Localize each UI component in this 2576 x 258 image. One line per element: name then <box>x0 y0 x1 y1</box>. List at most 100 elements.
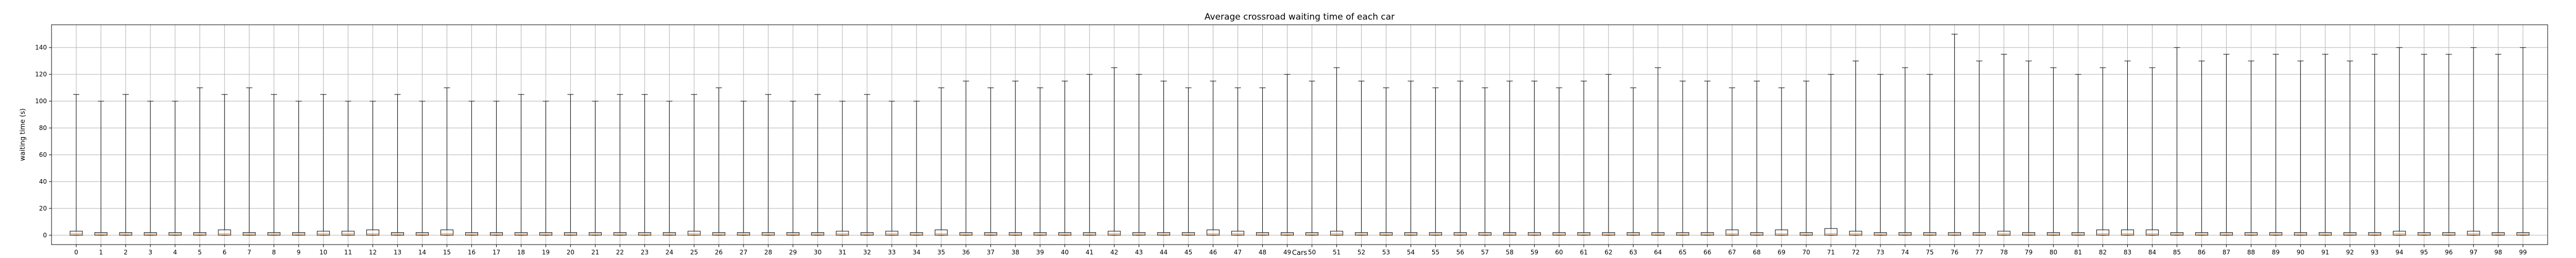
x-tick-label: 47 <box>1234 249 1242 256</box>
iqr-box <box>2145 229 2159 236</box>
x-tick-label: 10 <box>319 249 327 256</box>
iqr-box <box>1725 229 1739 236</box>
x-tick-label: 36 <box>962 249 970 256</box>
box-group <box>1948 34 1961 236</box>
x-tick-label: 68 <box>1753 249 1760 256</box>
box-group <box>1453 80 1467 236</box>
iqr-box <box>342 231 355 236</box>
x-tick-label: 48 <box>1259 249 1266 256</box>
box-group <box>1256 87 1269 236</box>
x-tick-label: 3 <box>148 249 152 256</box>
x-tick-label: 29 <box>789 249 796 256</box>
x-tick-label: 74 <box>1901 249 1909 256</box>
x-tick-label: 24 <box>666 249 673 256</box>
box-group <box>2072 74 2085 236</box>
box-group <box>935 87 948 236</box>
box-group <box>2170 47 2183 236</box>
iqr-box <box>1824 228 1838 236</box>
box-group <box>2195 60 2208 236</box>
box-group <box>317 94 330 236</box>
x-tick-label: 98 <box>2494 249 2502 256</box>
box-group <box>144 101 157 236</box>
iqr-box <box>2393 231 2406 236</box>
box-group <box>564 94 577 236</box>
x-tick-label: 1 <box>99 249 103 256</box>
box-group <box>94 101 108 236</box>
x-tick-label: 18 <box>517 249 525 256</box>
box-group <box>2022 60 2036 236</box>
box-group <box>1602 74 1615 236</box>
x-tick-label: 95 <box>2420 249 2428 256</box>
iqr-box <box>1108 231 1121 236</box>
x-tick-label: 46 <box>1209 249 1217 256</box>
x-tick-label: 50 <box>1308 249 1316 256</box>
box-group <box>366 101 380 236</box>
x-tick-label: 82 <box>2099 249 2107 256</box>
box-group <box>2442 54 2455 236</box>
iqr-box <box>1775 229 1788 236</box>
box-group <box>1009 80 1022 236</box>
x-tick-label: 0 <box>74 249 78 256</box>
box-group <box>1676 80 1689 236</box>
box-group <box>342 101 355 236</box>
box-group <box>836 101 849 236</box>
x-tick-label: 84 <box>2148 249 2156 256</box>
box-group <box>712 87 725 236</box>
x-tick-label: 80 <box>2049 249 2057 256</box>
box-group <box>2269 54 2282 236</box>
x-tick-label: 27 <box>740 249 748 256</box>
x-tick-label: 75 <box>1926 249 1934 256</box>
x-tick-label: 42 <box>1110 249 1118 256</box>
x-tick-label: 77 <box>1975 249 1983 256</box>
x-tick-label: 89 <box>2272 249 2280 256</box>
iqr-box <box>1231 231 1245 236</box>
x-tick-label: 92 <box>2346 249 2354 256</box>
x-tick-label: 16 <box>468 249 476 256</box>
x-tick-label: 90 <box>2297 249 2304 256</box>
box-group <box>1577 80 1590 236</box>
box-group <box>1231 87 1245 236</box>
y-tick-label: 140 <box>35 44 47 51</box>
x-tick-label: 39 <box>1036 249 1044 256</box>
box-group <box>1997 54 2011 236</box>
x-tick-label: 54 <box>1407 249 1415 256</box>
box-group <box>391 94 404 236</box>
iqr-box <box>1207 229 1220 236</box>
x-tick-label: 44 <box>1160 249 1167 256</box>
box-group <box>2368 54 2381 236</box>
y-tick-label: 100 <box>35 98 47 105</box>
iqr-box <box>935 229 948 236</box>
box-group <box>1429 87 1442 236</box>
x-tick-label: 20 <box>567 249 574 256</box>
chart-title: Average crossroad waiting time of each c… <box>1205 12 1395 22</box>
x-tick-label: 23 <box>641 249 649 256</box>
box-group <box>1404 80 1417 236</box>
box-group <box>1973 60 1986 236</box>
iqr-box <box>885 231 899 236</box>
x-tick-label: 62 <box>1604 249 1612 256</box>
iqr-box <box>2467 231 2480 236</box>
y-tick-label: 120 <box>35 71 47 78</box>
box-group <box>440 87 454 236</box>
box-group <box>193 87 207 236</box>
box-group <box>811 94 824 236</box>
x-tick-label: 63 <box>1629 249 1637 256</box>
box-group <box>514 94 528 236</box>
iqr-box <box>687 231 701 236</box>
box-group <box>786 101 800 236</box>
box-group <box>2343 60 2357 236</box>
box-group <box>860 94 874 236</box>
x-tick-label: 49 <box>1283 249 1291 256</box>
x-tick-label: 31 <box>838 249 846 256</box>
box-group <box>1750 80 1764 236</box>
box-group <box>1281 74 1294 236</box>
box-group <box>243 87 256 236</box>
x-tick-label: 66 <box>1703 249 1711 256</box>
box-group <box>2145 67 2159 236</box>
x-tick-label: 85 <box>2173 249 2181 256</box>
x-tick-label: 6 <box>223 249 227 256</box>
x-tick-label: 81 <box>2074 249 2082 256</box>
x-tick-label: 55 <box>1432 249 1439 256</box>
x-tick-label: 45 <box>1184 249 1192 256</box>
box-group <box>1701 80 1714 236</box>
